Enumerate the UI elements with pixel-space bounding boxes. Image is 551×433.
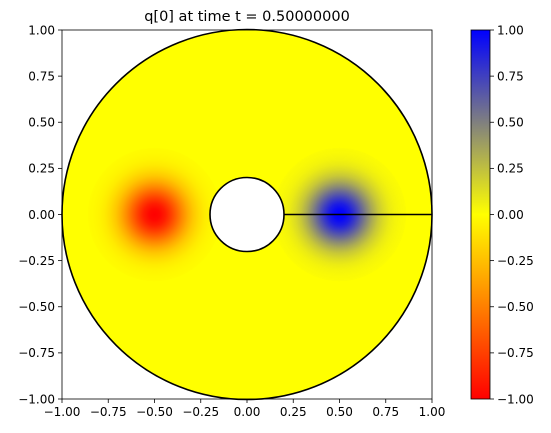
x-tick-label: 0.75 (372, 405, 399, 419)
y-tick-label: −1.00 (18, 392, 55, 406)
x-tick-label: −0.50 (136, 405, 173, 419)
plot-area (61, 28, 433, 401)
chart-title: q[0] at time t = 0.50000000 (144, 9, 350, 25)
colorbar-tick-label: −0.50 (497, 300, 534, 314)
y-tick-label: 0.75 (28, 69, 55, 83)
colorbar-tick-label: 0.00 (497, 208, 524, 222)
field-blob-negative (87, 147, 222, 282)
colorbar-tick-label: 0.25 (497, 162, 524, 176)
x-tick-label: 1.00 (419, 405, 446, 419)
x-tick-label: −0.75 (90, 405, 127, 419)
y-axis: −1.00 −0.75 −0.50 −0.25 0.00 0.25 0.50 0.75 1.00 (18, 23, 62, 406)
colorbar-tick-label: 0.75 (497, 69, 524, 83)
y-tick-label: 1.00 (28, 23, 55, 37)
y-tick-label: 0.50 (28, 116, 55, 130)
x-tick-label: −1.00 (44, 405, 81, 419)
x-tick-label: −0.25 (182, 405, 219, 419)
x-axis: −1.00 −0.75 −0.50 −0.25 0.00 0.25 0.50 0.75 1.00 (44, 399, 446, 419)
colorbar-tick-label: 1.00 (497, 23, 524, 37)
y-tick-label: −0.25 (18, 254, 55, 268)
colorbar-ticks: −1.00 −0.75 −0.50 −0.25 0.00 0.25 0.50 0.75 1.00 (490, 23, 534, 406)
inner-hole (209, 176, 285, 253)
x-tick-label: 0.00 (234, 405, 261, 419)
x-tick-label: 0.50 (326, 405, 353, 419)
y-tick-label: −0.75 (18, 346, 55, 360)
colorbar: −1.00 −0.75 −0.50 −0.25 0.00 0.25 0.50 0.75 1.00 (470, 23, 534, 406)
y-tick-label: 0.25 (28, 162, 55, 176)
colorbar-tick-label: −0.25 (497, 254, 534, 268)
y-tick-label: 0.00 (28, 208, 55, 222)
colorbar-gradient (470, 29, 491, 400)
colorbar-tick-label: 0.50 (497, 116, 524, 130)
x-tick-label: 0.25 (280, 405, 307, 419)
colorbar-tick-label: −1.00 (497, 392, 534, 406)
colorbar-tick-label: −0.75 (497, 346, 534, 360)
y-tick-label: −0.50 (18, 300, 55, 314)
